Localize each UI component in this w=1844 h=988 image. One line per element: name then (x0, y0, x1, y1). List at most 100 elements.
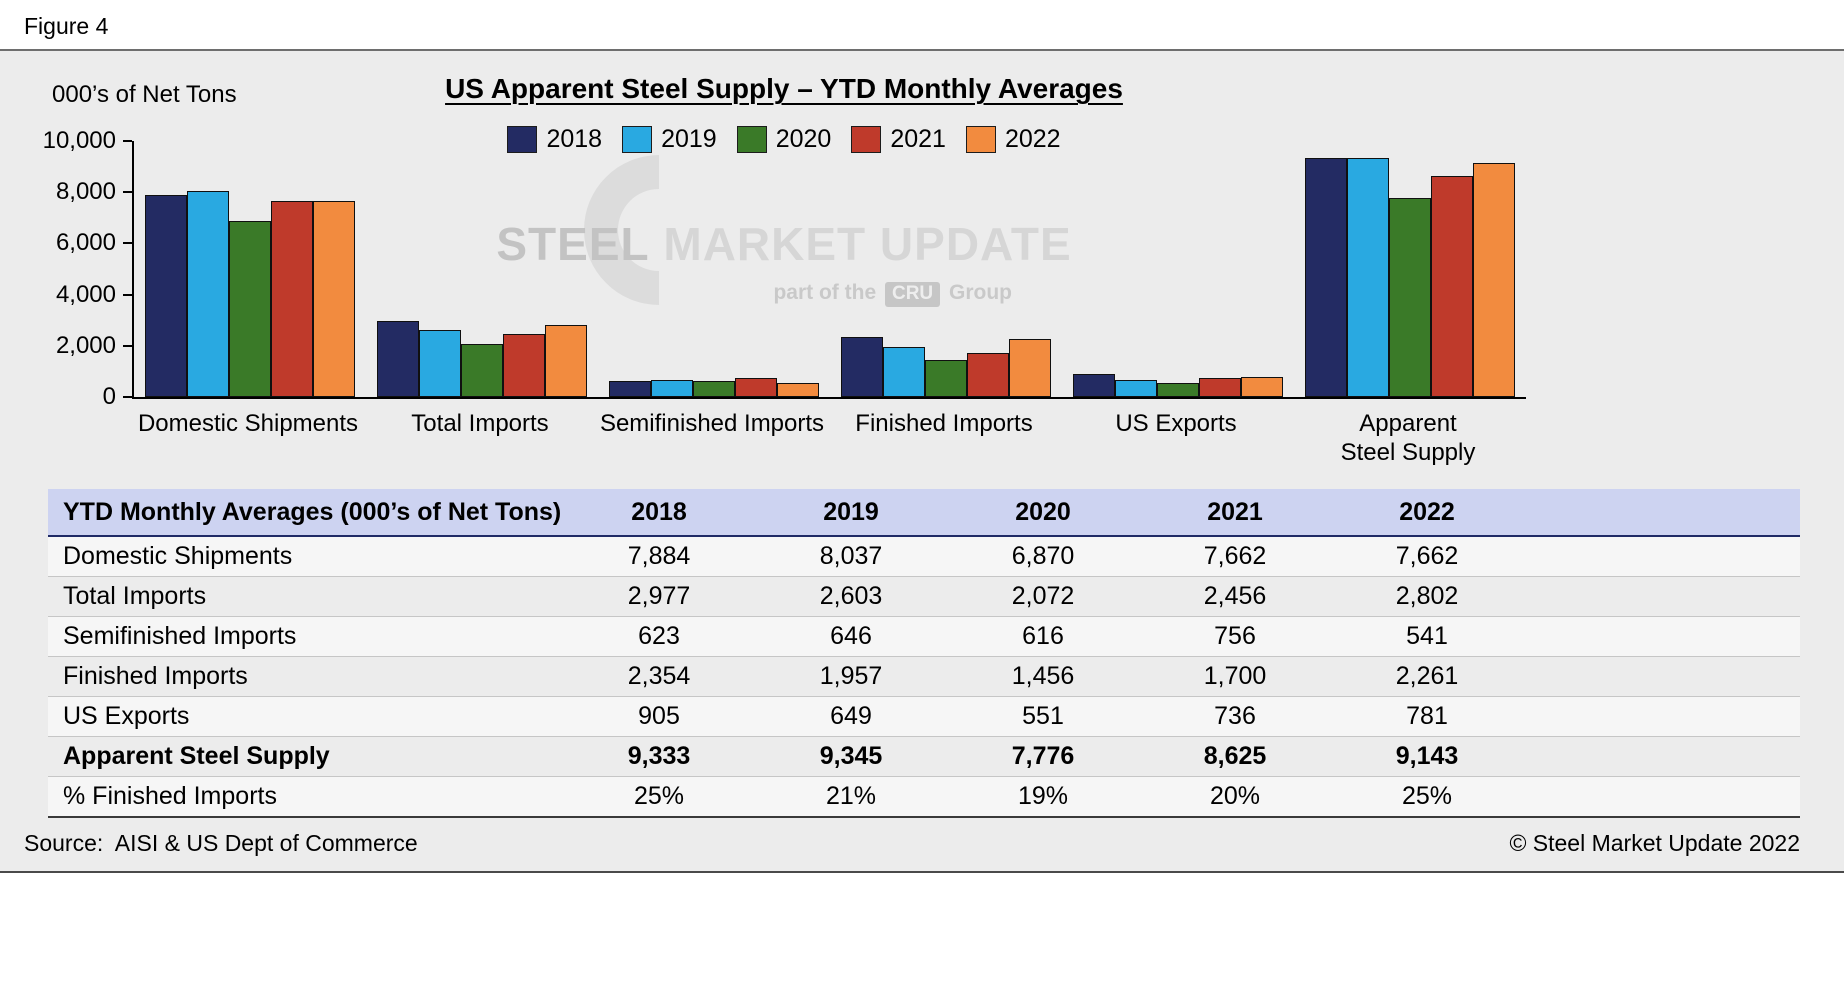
cell-value: 6,870 (1011, 542, 1075, 570)
bar (313, 201, 355, 397)
bar (1115, 380, 1157, 397)
bar (503, 334, 545, 397)
table-title-header: YTD Monthly Averages (000’s of Net Tons) (63, 497, 562, 526)
category-label: Domestic Shipments (137, 410, 359, 437)
legend-swatch (965, 125, 996, 153)
y-axis-tick-mark (123, 293, 132, 296)
bar (1473, 163, 1515, 397)
row-label: Domestic Shipments (63, 542, 293, 570)
bar (609, 381, 651, 397)
cell-value: 781 (1406, 702, 1448, 730)
bar (377, 321, 419, 397)
copyright-note: © Steel Market Update 2022 (1509, 830, 1800, 856)
cell-value: 8,037 (819, 542, 883, 570)
bar-group (366, 321, 598, 397)
year-header: 2022 (1399, 497, 1455, 526)
cell-value: 2,456 (1203, 582, 1267, 610)
legend-label: 2022 (1004, 124, 1061, 153)
chart-title: US Apparent Steel Supply – YTD Monthly A… (445, 73, 1123, 104)
legend-item: 2018 (507, 125, 602, 154)
bar (841, 337, 883, 397)
bar (229, 221, 271, 397)
year-header: 2018 (631, 497, 687, 526)
y-axis-tick-label: 10,000 (42, 127, 116, 154)
cell-value: 2,261 (1395, 662, 1459, 690)
table-header-row: YTD Monthly Averages (000’s of Net Tons)… (48, 489, 1800, 537)
table-row: % Finished Imports 25% 21% 19% 20% 25% (48, 777, 1800, 818)
cell-value: 2,072 (1011, 582, 1075, 610)
year-header: 2020 (1015, 497, 1071, 526)
cell-value: 9,345 (819, 742, 883, 770)
table-row: Finished Imports 2,354 1,957 1,456 1,700 2,26… (48, 657, 1800, 697)
chart-area: 0 2,000 4,000 6,000 8,000 10,000 STEEL MARKET… (24, 123, 1820, 479)
row-label: Apparent Steel Supply (63, 742, 330, 770)
bar (1157, 383, 1199, 397)
bar-group (598, 378, 830, 397)
legend-label: 2019 (661, 124, 717, 153)
bar (145, 195, 187, 397)
cell-value: 7,776 (1011, 742, 1075, 770)
watermark: STEEL MARKET UPDATE part of the CRU Grou… (464, 123, 1104, 337)
row-label: Finished Imports (63, 662, 248, 690)
legend-item: 2019 (622, 125, 717, 154)
legend-item: 2022 (965, 124, 1061, 154)
legend-label: 2021 (890, 124, 946, 153)
y-axis-units-label: 000’s of Net Tons (52, 81, 237, 108)
table-row: Total Imports 2,977 2,603 2,072 2,456 2,802 (48, 577, 1800, 617)
table-row: US Exports 905 649 551 736 781 (48, 697, 1800, 737)
category-label: Total Imports (411, 410, 549, 437)
bar (735, 378, 777, 397)
year-header: 2021 (1207, 497, 1263, 526)
legend-item: 2021 (851, 125, 946, 154)
y-axis-tick-mark (123, 191, 132, 194)
bar (1431, 176, 1473, 397)
cell-value: 2,603 (819, 582, 883, 610)
cell-value: 905 (638, 702, 680, 730)
figure-footer: Source: AISI & US Dept of Commerce © Ste… (24, 830, 1800, 857)
crescent-logo-icon (552, 123, 766, 337)
legend-swatch (736, 125, 767, 153)
cell-value: 1,700 (1203, 662, 1267, 690)
legend-swatch (622, 125, 653, 153)
cell-value: 7,662 (1203, 542, 1267, 570)
bar (1199, 378, 1241, 397)
bar (1073, 374, 1115, 397)
y-axis: 0 2,000 4,000 6,000 8,000 10,000 (24, 127, 132, 410)
legend-item: 2020 (736, 125, 831, 154)
table-body: Domestic Shipments 7,884 8,037 6,870 7,662 7,… (48, 537, 1800, 818)
cell-value: 623 (638, 622, 680, 650)
bar-group (830, 337, 1062, 397)
y-axis-tick-label: 8,000 (55, 178, 116, 206)
cell-value: 7,662 (1395, 542, 1459, 570)
source-note: Source: AISI & US Dept of Commerce (24, 830, 418, 856)
bar (693, 381, 735, 397)
legend-swatch (507, 125, 538, 153)
bar (545, 325, 587, 397)
cell-value: 8,625 (1203, 742, 1267, 770)
cell-value: 1,456 (1011, 662, 1075, 690)
cell-value: 21% (825, 782, 877, 810)
row-label: Semifinished Imports (63, 622, 297, 650)
watermark-tagline-post: Group (949, 281, 1012, 304)
legend-swatch (851, 125, 882, 153)
bar (1241, 377, 1283, 397)
bar-group (134, 191, 366, 397)
watermark-brand-rest: MARKET UPDATE (649, 218, 1072, 270)
category-label: Semifinished Imports (599, 410, 825, 437)
row-label: Total Imports (63, 582, 207, 610)
bar (1009, 339, 1051, 397)
bar (651, 380, 693, 397)
x-axis-labels: Domestic Shipments Total Imports Semifinis… (132, 407, 1524, 468)
chart-header: 000’s of Net Tons US Apparent Steel Supp… (24, 73, 1544, 115)
cell-value: 646 (830, 622, 872, 650)
cell-value: 541 (1406, 622, 1448, 650)
watermark-tagline-pre: part of the (773, 281, 877, 304)
cell-value: 649 (830, 702, 872, 730)
bar (1347, 158, 1389, 397)
y-axis-tick-mark (123, 242, 132, 245)
y-axis-tick-label: 6,000 (55, 229, 116, 257)
chart-legend: 2018 2019 2020 2021 2022 (24, 123, 1544, 155)
cell-value: 2,354 (627, 662, 691, 690)
bar (419, 330, 461, 397)
bar (1389, 198, 1431, 397)
